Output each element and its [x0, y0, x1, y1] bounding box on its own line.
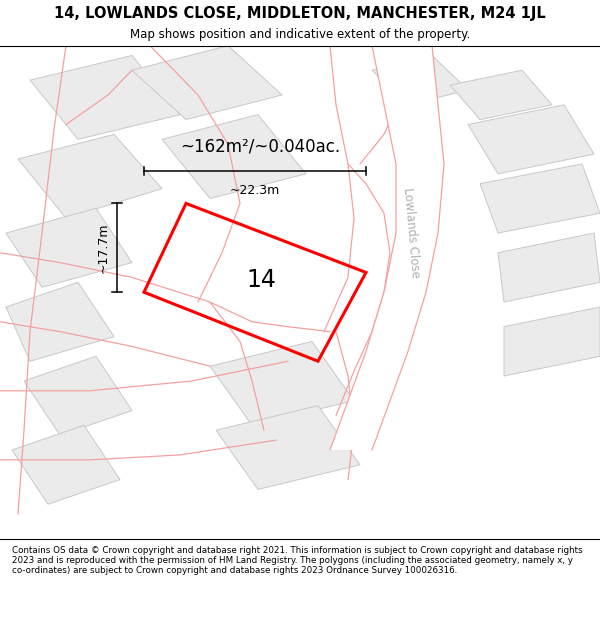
Polygon shape — [162, 114, 306, 199]
Polygon shape — [504, 307, 600, 376]
Polygon shape — [24, 356, 132, 435]
Polygon shape — [372, 56, 468, 105]
Polygon shape — [498, 233, 600, 302]
Polygon shape — [450, 70, 552, 119]
Text: Map shows position and indicative extent of the property.: Map shows position and indicative extent… — [130, 28, 470, 41]
Text: ~22.3m: ~22.3m — [230, 184, 280, 197]
Polygon shape — [480, 164, 600, 233]
Polygon shape — [18, 134, 162, 218]
Text: ~162m²/~0.040ac.: ~162m²/~0.040ac. — [180, 138, 340, 156]
Text: Contains OS data © Crown copyright and database right 2021. This information is : Contains OS data © Crown copyright and d… — [12, 546, 583, 576]
Text: 14, LOWLANDS CLOSE, MIDDLETON, MANCHESTER, M24 1JL: 14, LOWLANDS CLOSE, MIDDLETON, MANCHESTE… — [54, 6, 546, 21]
Polygon shape — [132, 46, 282, 119]
Text: 14: 14 — [246, 268, 276, 292]
Polygon shape — [468, 105, 594, 174]
Polygon shape — [330, 46, 444, 450]
Polygon shape — [6, 208, 132, 288]
Polygon shape — [216, 406, 360, 489]
Text: ~17.7m: ~17.7m — [96, 222, 109, 273]
Polygon shape — [6, 282, 114, 361]
Text: Lowlands Close: Lowlands Close — [401, 188, 421, 279]
Polygon shape — [30, 56, 180, 139]
Polygon shape — [12, 426, 120, 504]
Polygon shape — [210, 341, 354, 426]
